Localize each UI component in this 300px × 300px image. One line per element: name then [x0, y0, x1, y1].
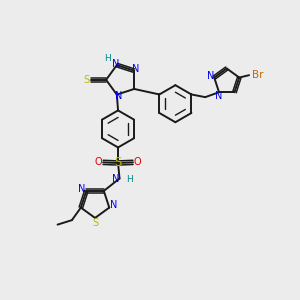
- Text: N: N: [78, 184, 85, 194]
- Text: S: S: [93, 218, 99, 228]
- Text: N: N: [132, 64, 140, 74]
- Text: N: N: [115, 91, 122, 101]
- Text: S: S: [83, 75, 89, 85]
- Text: N: N: [110, 200, 117, 210]
- Text: S: S: [114, 157, 122, 169]
- Text: N: N: [112, 174, 120, 184]
- Text: N: N: [215, 92, 223, 101]
- Text: N: N: [112, 58, 119, 69]
- Text: H: H: [104, 54, 111, 63]
- Text: H: H: [126, 175, 133, 184]
- Text: O: O: [134, 158, 142, 167]
- Text: O: O: [94, 158, 102, 167]
- Text: Br: Br: [252, 70, 264, 80]
- Text: N: N: [207, 71, 214, 81]
